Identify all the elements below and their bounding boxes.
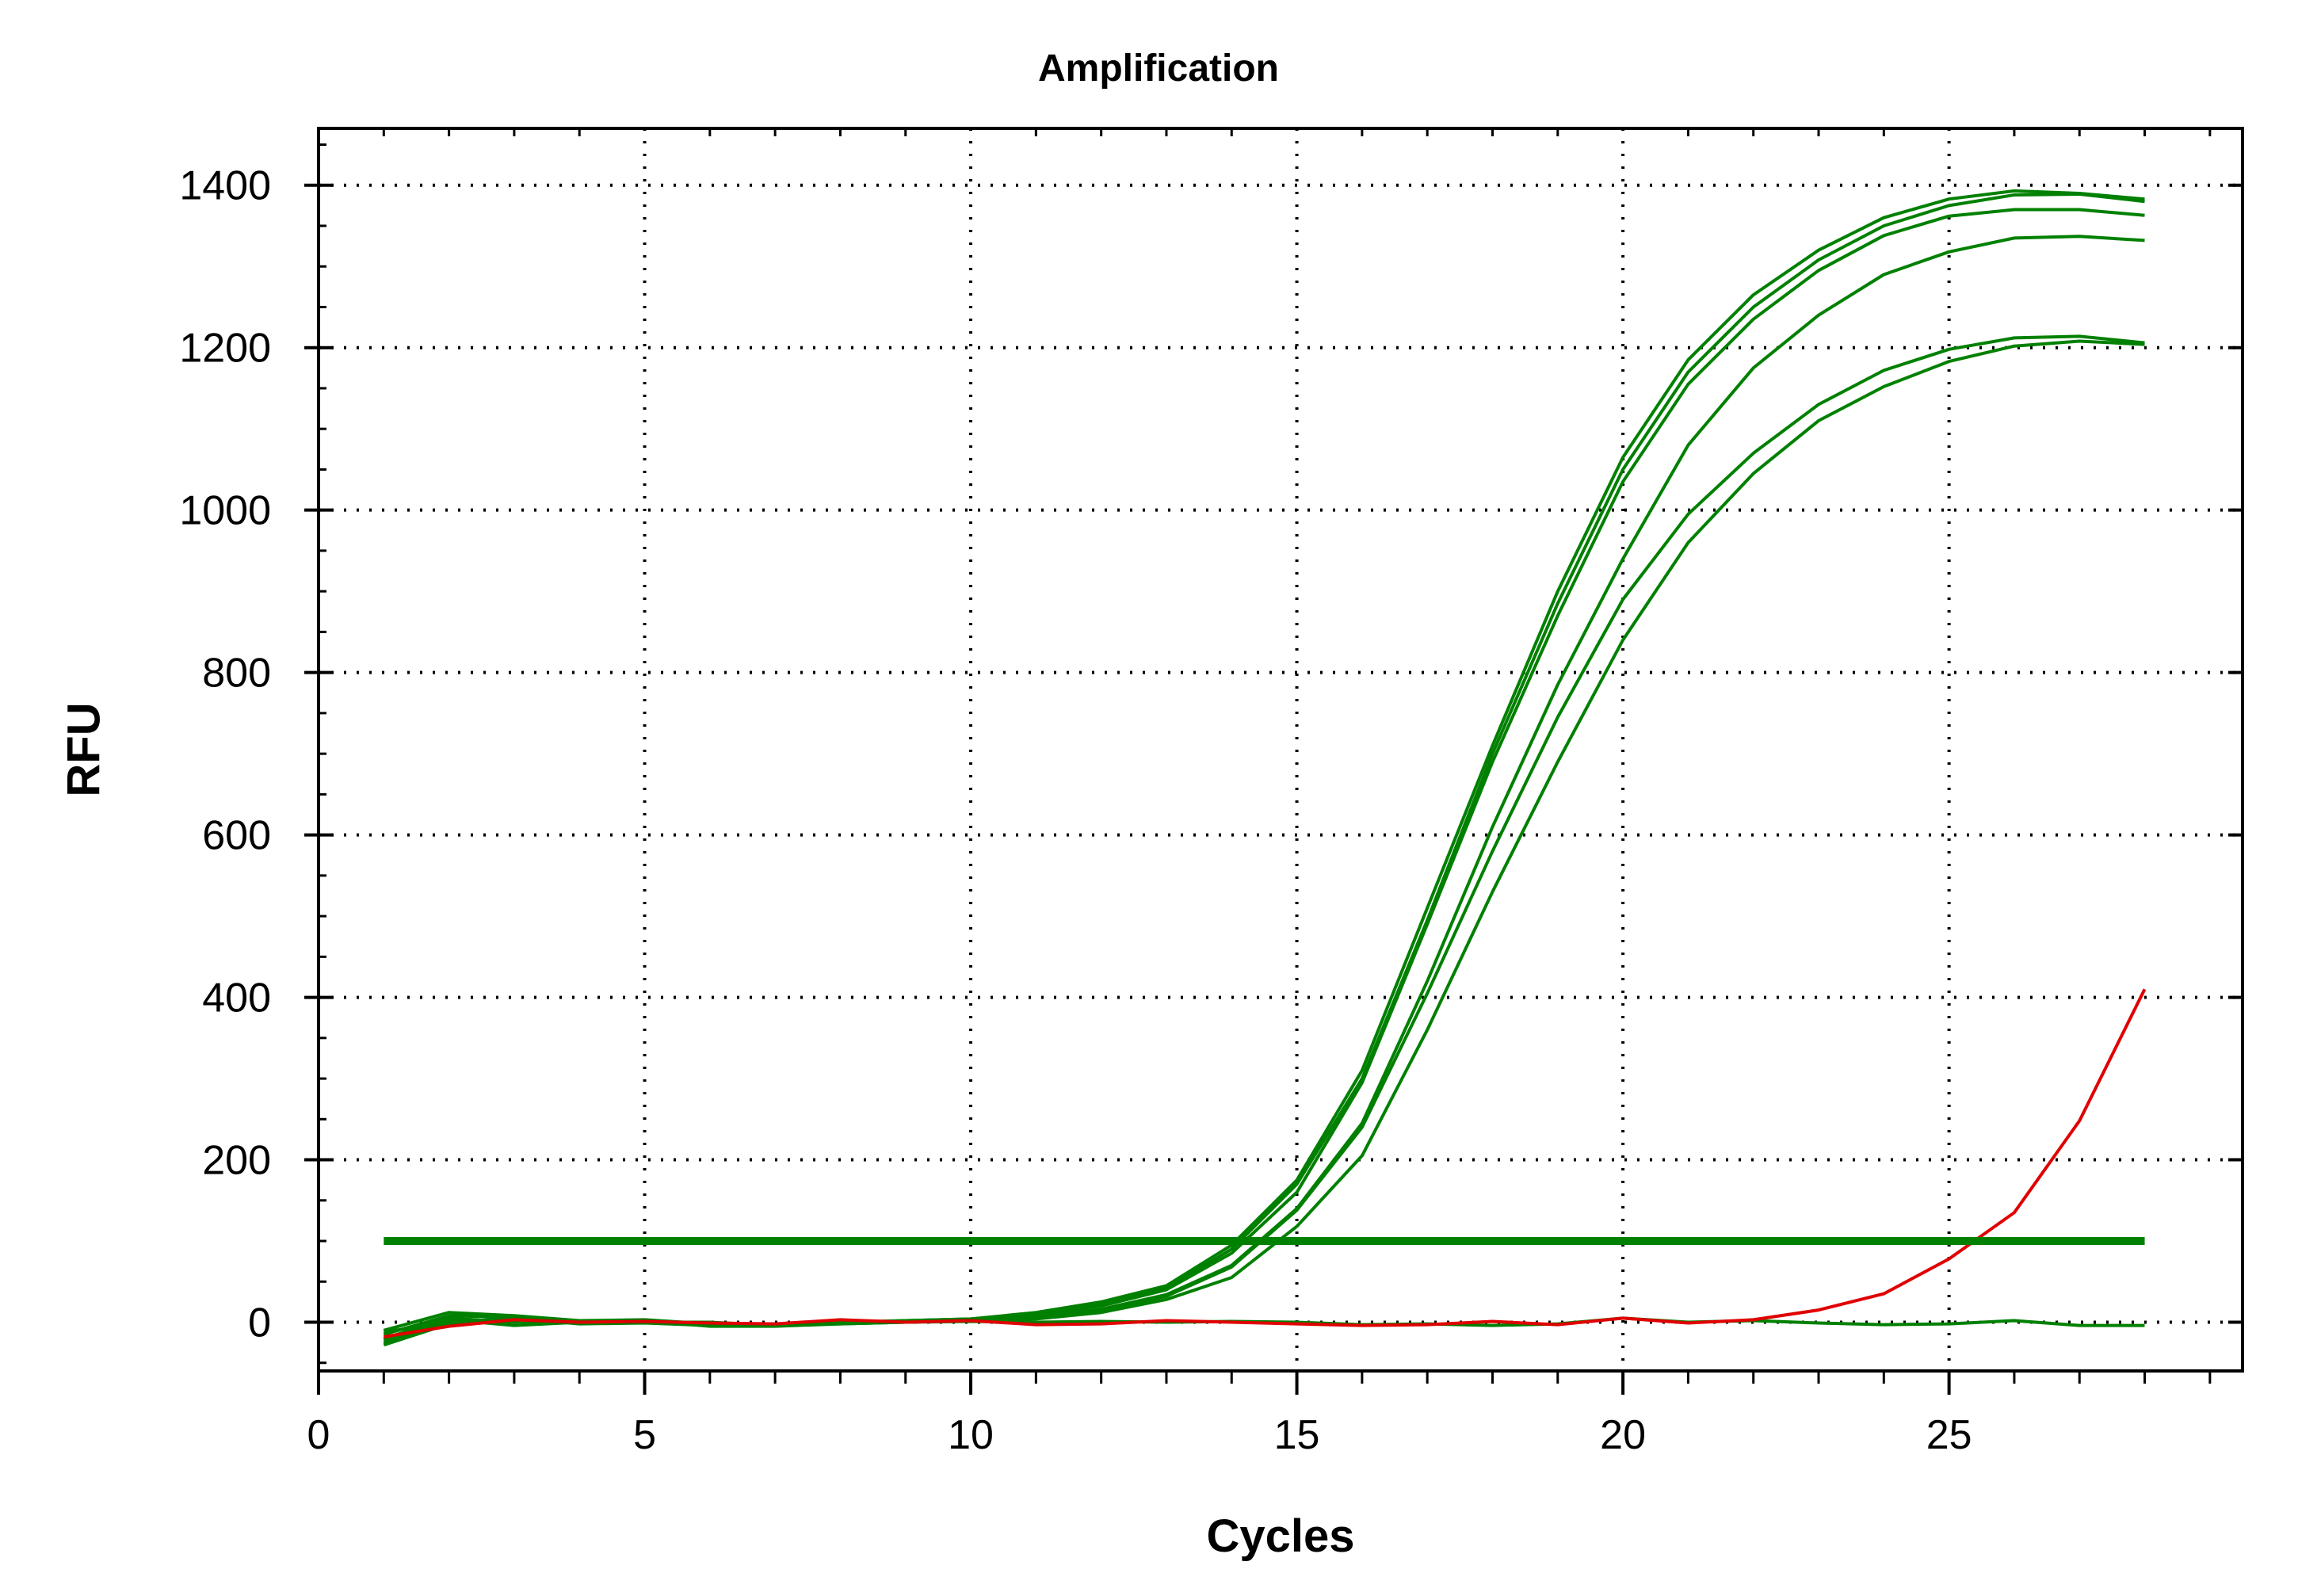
- y-tick-label: 1000: [179, 488, 271, 534]
- x-axis-label: Cycles: [1206, 1510, 1354, 1562]
- chart-title: Amplification: [1038, 48, 1279, 90]
- y-tick-label: 0: [248, 1300, 271, 1346]
- x-tick-label: 0: [307, 1412, 330, 1458]
- x-axis: 0 5 10 15 20 25: [307, 128, 2212, 1458]
- x-tick-label: 5: [633, 1412, 656, 1458]
- y-tick-label: 600: [202, 813, 271, 859]
- series-line-6: [383, 339, 2145, 1347]
- y-tick-label: 400: [202, 976, 271, 1021]
- series-layer: [383, 189, 2147, 1347]
- grid-lines: [319, 128, 2243, 1371]
- x-tick-label: 25: [1926, 1412, 1972, 1458]
- y-tick-label: 200: [202, 1138, 271, 1184]
- series-line-5: [383, 334, 2145, 1345]
- y-tick-label: 1400: [179, 163, 271, 209]
- y-tick-label: 800: [202, 651, 271, 697]
- x-tick-label: 10: [948, 1412, 994, 1458]
- y-axis: 0 200 400 600 800 1000 1200 1400: [179, 143, 2243, 1365]
- y-axis-label: RFU: [58, 702, 109, 796]
- series-line-4: [383, 235, 2145, 1342]
- series-line-3: [383, 208, 2145, 1340]
- x-tick-label: 15: [1274, 1412, 1320, 1458]
- y-tick-label: 1200: [179, 326, 271, 372]
- x-tick-label: 20: [1600, 1412, 1646, 1458]
- series-line-2: [383, 193, 2145, 1336]
- plot-area: [317, 127, 2244, 1373]
- series-line-8: [383, 988, 2147, 1338]
- plot-frame: [317, 127, 2244, 1373]
- series-line-1: [383, 189, 2145, 1332]
